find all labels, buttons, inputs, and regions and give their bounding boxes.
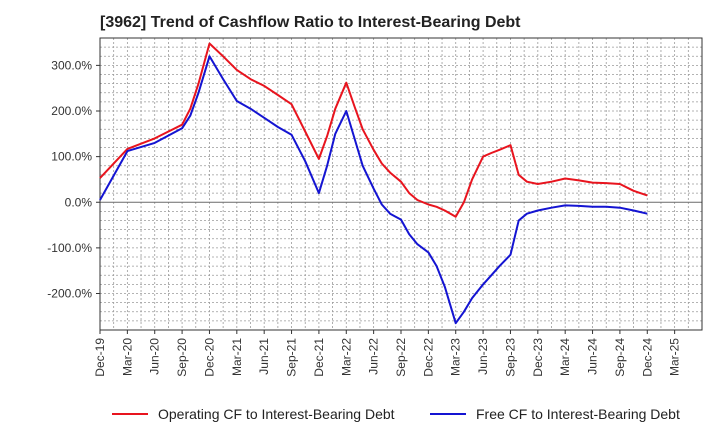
chart-title: [3962] Trend of Cashflow Ratio to Intere…	[100, 14, 521, 31]
legend-item-free-cf: Free CF to Interest-Bearing Debt	[430, 406, 680, 422]
y-tick-label: 200.0%	[51, 104, 92, 118]
x-tick-label: Sep-24	[613, 338, 627, 377]
legend-label-operating-cf: Operating CF to Interest-Bearing Debt	[158, 406, 395, 422]
legend-item-operating-cf: Operating CF to Interest-Bearing Debt	[112, 406, 395, 422]
x-tick-label: Jun-24	[586, 338, 600, 375]
x-tick-label: Dec-20	[202, 338, 216, 377]
x-tick-label: Jun-20	[148, 338, 162, 375]
x-tick-label: Sep-23	[503, 338, 517, 377]
y-tick-label: 300.0%	[51, 58, 92, 72]
x-tick-label: Mar-23	[449, 338, 463, 376]
x-tick-label: Jun-22	[367, 338, 381, 375]
x-tick-label: Sep-21	[285, 338, 299, 377]
x-tick-label: Dec-22	[421, 338, 435, 377]
y-tick-label: 100.0%	[51, 150, 92, 164]
x-tick-label: Sep-22	[394, 338, 408, 377]
x-tick-label: Mar-20	[120, 338, 134, 376]
x-tick-label: Mar-21	[230, 338, 244, 376]
x-tick-label: Mar-25	[668, 338, 682, 376]
series-line-free-cf	[99, 55, 648, 325]
x-tick-label: Mar-24	[558, 338, 572, 376]
x-tick-label: Sep-20	[175, 338, 189, 377]
x-tick-label: Jun-23	[476, 338, 490, 375]
x-tick-label: Dec-24	[640, 338, 654, 377]
legend-label-free-cf: Free CF to Interest-Bearing Debt	[476, 406, 680, 422]
x-tick-label: Dec-23	[531, 338, 545, 377]
y-tick-label: -100.0%	[47, 241, 92, 255]
x-tick-label: Jun-21	[257, 338, 271, 375]
x-tick-label: Dec-21	[312, 338, 326, 377]
x-tick-label: Dec-19	[93, 338, 107, 377]
series-line-operating-cf	[99, 42, 648, 218]
legend-swatch-free-cf	[430, 413, 466, 415]
y-tick-label: 0.0%	[65, 195, 93, 209]
legend-swatch-operating-cf	[112, 413, 148, 415]
y-tick-label: -200.0%	[47, 287, 92, 301]
x-tick-label: Mar-22	[339, 338, 353, 376]
